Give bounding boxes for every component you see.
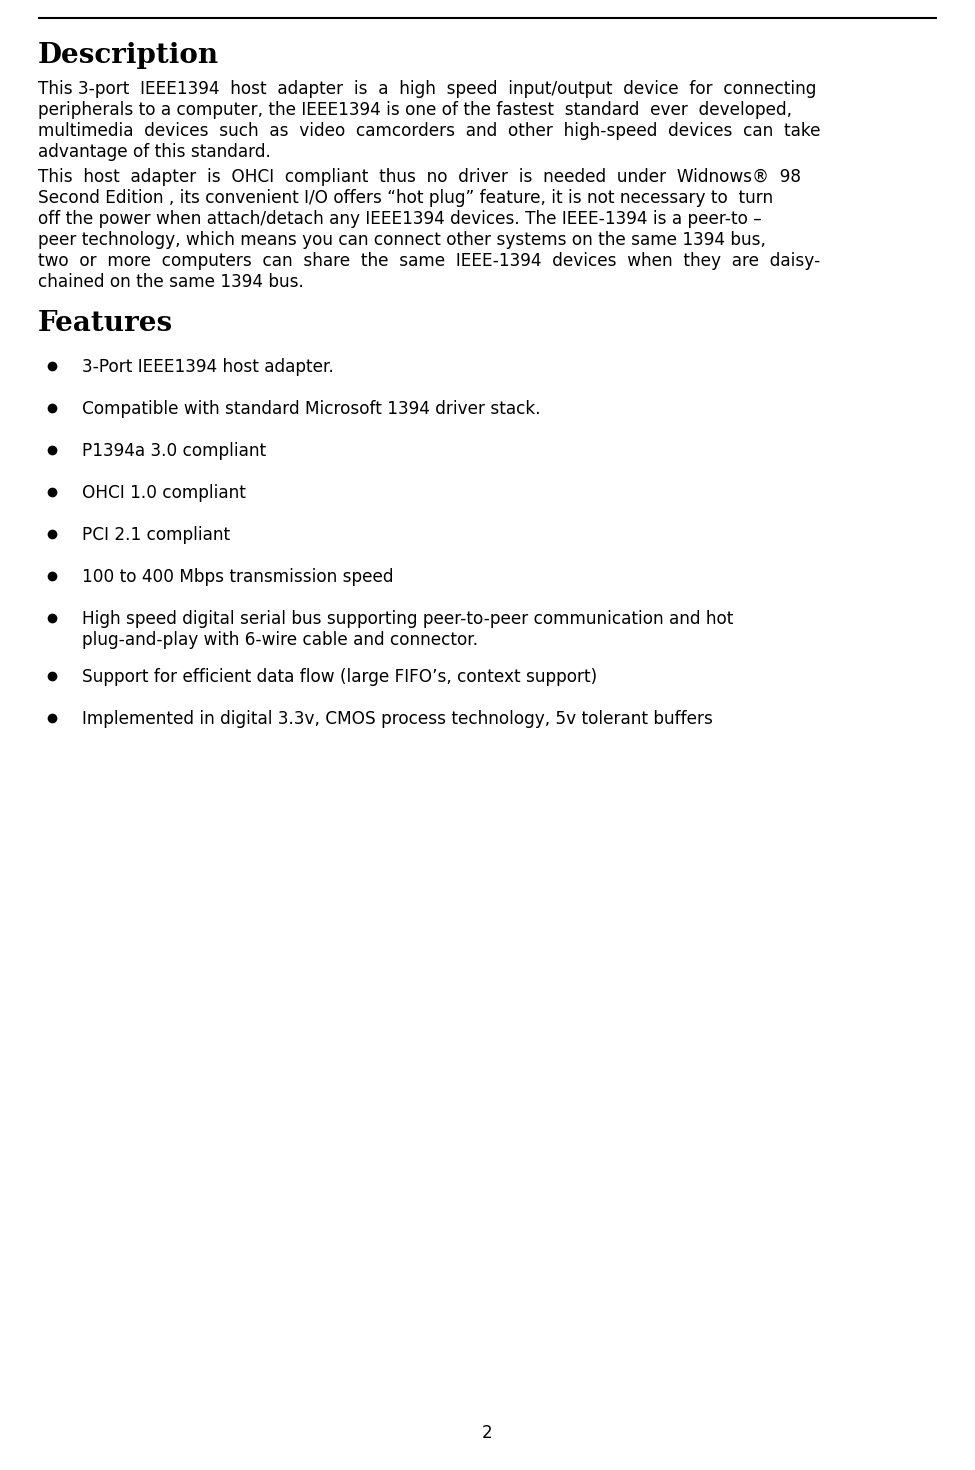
Text: peer technology, which means you can connect other systems on the same 1394 bus,: peer technology, which means you can con… [38, 231, 766, 248]
Text: P1394a 3.0 compliant: P1394a 3.0 compliant [82, 442, 266, 460]
Text: High speed digital serial bus supporting peer-to-peer communication and hot: High speed digital serial bus supporting… [82, 610, 733, 628]
Text: Features: Features [38, 310, 174, 337]
Text: PCI 2.1 compliant: PCI 2.1 compliant [82, 526, 230, 544]
Text: chained on the same 1394 bus.: chained on the same 1394 bus. [38, 273, 304, 291]
Text: two  or  more  computers  can  share  the  same  IEEE-1394  devices  when  they : two or more computers can share the same… [38, 251, 820, 270]
Text: 3-Port IEEE1394 host adapter.: 3-Port IEEE1394 host adapter. [82, 359, 333, 376]
Text: Second Edition , its convenient I/O offers “hot plug” feature, it is not necessa: Second Edition , its convenient I/O offe… [38, 190, 773, 207]
Text: peripherals to a computer, the IEEE1394 is one of the fastest  standard  ever  d: peripherals to a computer, the IEEE1394 … [38, 101, 792, 119]
Text: Compatible with standard Microsoft 1394 driver stack.: Compatible with standard Microsoft 1394 … [82, 400, 540, 417]
Text: Support for efficient data flow (large FIFO’s, context support): Support for efficient data flow (large F… [82, 667, 597, 686]
Text: multimedia  devices  such  as  video  camcorders  and  other  high-speed  device: multimedia devices such as video camcord… [38, 122, 821, 140]
Text: plug-and-play with 6-wire cable and connector.: plug-and-play with 6-wire cable and conn… [82, 631, 478, 648]
Text: Description: Description [38, 43, 219, 69]
Text: 100 to 400 Mbps transmission speed: 100 to 400 Mbps transmission speed [82, 567, 394, 587]
Text: OHCI 1.0 compliant: OHCI 1.0 compliant [82, 484, 246, 501]
Text: off the power when attach/detach any IEEE1394 devices. The IEEE-1394 is a peer-t: off the power when attach/detach any IEE… [38, 210, 761, 228]
Text: This 3-port  IEEE1394  host  adapter  is  a  high  speed  input/output  device  : This 3-port IEEE1394 host adapter is a h… [38, 79, 816, 98]
Text: advantage of this standard.: advantage of this standard. [38, 143, 271, 162]
Text: 2: 2 [483, 1424, 492, 1442]
Text: This  host  adapter  is  OHCI  compliant  thus  no  driver  is  needed  under  W: This host adapter is OHCI compliant thus… [38, 168, 801, 187]
Text: Implemented in digital 3.3v, CMOS process technology, 5v tolerant buffers: Implemented in digital 3.3v, CMOS proces… [82, 710, 713, 728]
